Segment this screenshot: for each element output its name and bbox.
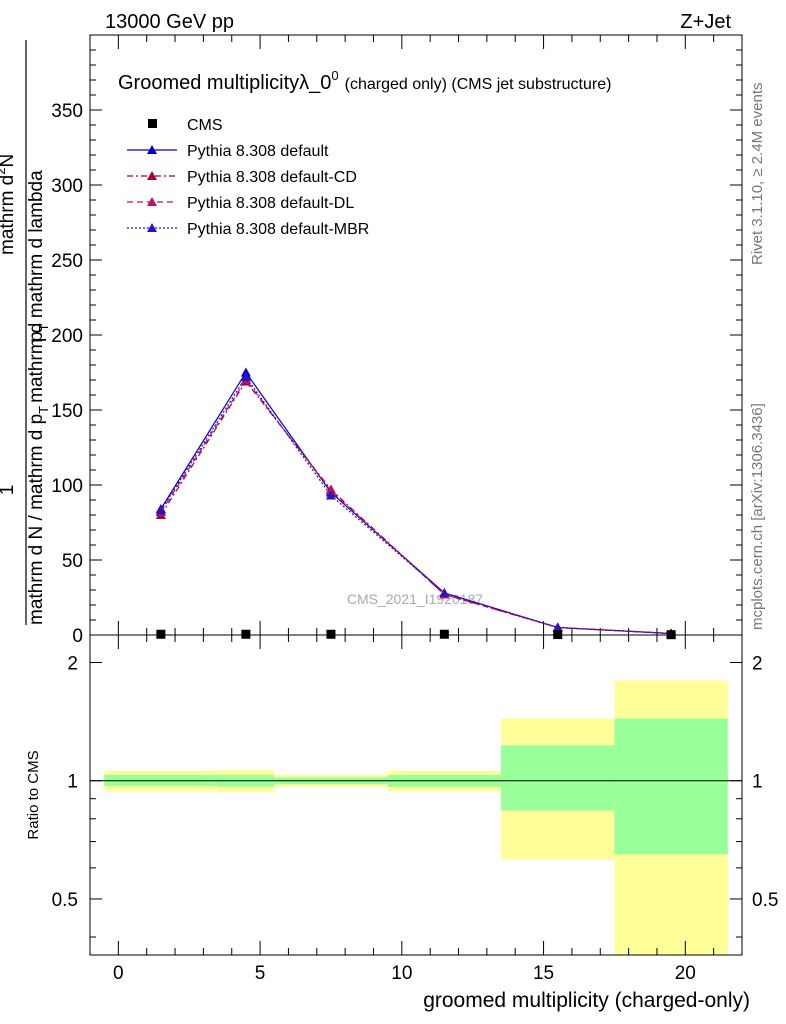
series-point-3 <box>439 588 450 597</box>
ratio-tick-label-left: 2 <box>67 654 78 675</box>
ratio-uncertainty-bands <box>104 680 728 955</box>
y-tick-label: 200 <box>51 326 83 347</box>
y-tick-label: 150 <box>51 401 83 422</box>
legend-marker-2 <box>147 197 157 206</box>
y-tick-label: 300 <box>51 176 83 197</box>
process-label: Z+Jet <box>680 11 731 33</box>
ratio-inner-band-4 <box>501 745 615 811</box>
ratio-tick-label-left: 1 <box>67 772 78 793</box>
y-label-num: 1 <box>0 485 18 496</box>
ratio-tick-label-right: 2 <box>752 654 763 675</box>
series-lines <box>155 367 677 638</box>
ratio-tick-label-right: 1 <box>752 772 763 793</box>
legend-label-0: Pythia 8.308 default <box>187 143 329 160</box>
y-tick-label: 50 <box>62 551 83 572</box>
mcplots-label: mcplots.cern.ch [arXiv:1306.3436] <box>749 403 766 630</box>
y-tick-label: 0 <box>72 626 83 647</box>
series-line-2 <box>160 378 672 635</box>
plot-title: Groomed multiplicityλ_00 (charged only) (… <box>118 68 611 94</box>
rivet-label: Rivet 3.1.10, ≥ 2.4M events <box>749 83 766 266</box>
x-tick-label: 0 <box>113 963 124 984</box>
ratio-panel: 0.5 0.5 1 1 2 2 0 5 10 15 20 Ratio to CMS groomed… <box>25 634 778 1012</box>
title-sup: 0 <box>331 68 338 83</box>
svg-text:Groomed multiplicityλ_00(charg: Groomed multiplicityλ_00 (charged only) (… <box>118 68 611 94</box>
y-label-upper: pT mathrm d lambda <box>26 170 51 342</box>
y-tick-label: 250 <box>51 251 83 272</box>
cms-point <box>439 629 449 639</box>
legend-marker-1 <box>147 171 157 180</box>
x-tick-label: 5 <box>255 963 266 984</box>
cms-point <box>156 629 166 639</box>
legend-label-3: Pythia 8.308 default-MBR <box>187 221 369 238</box>
y-tick-label: 100 <box>51 476 83 497</box>
main-y-ticks: 0 50 100 150 200 250 300 350 <box>51 34 742 647</box>
ratio-x-ticks: 0 5 10 15 20 <box>89 635 715 984</box>
y-tick-label: 350 <box>51 101 83 122</box>
main-y-axis-label-top: mathrm d2N <box>0 154 18 255</box>
series-point-3 <box>155 505 166 515</box>
ratio-y-label: Ratio to CMS <box>25 750 42 839</box>
x-tick-label: 15 <box>533 963 554 984</box>
ratio-inner-band-5 <box>614 718 728 855</box>
cms-point <box>241 629 251 639</box>
series-point-3 <box>240 372 251 381</box>
main-y-axis-label: 1 mathrm d N / mathrm d pTmathrm d pT ma… <box>0 40 51 625</box>
series-point-3 <box>325 490 336 500</box>
ratio-tick-label-left: 0.5 <box>52 890 78 911</box>
legend-label-2: Pythia 8.308 default-DL <box>187 195 354 212</box>
legend: CMS Pythia 8.308 default Pythia 8.308 def… <box>127 117 369 238</box>
title-main: Groomed multiplicityλ_0 <box>118 72 331 94</box>
title-suffix: (charged only) (CMS jet substructure) <box>345 76 612 93</box>
x-tick-label: 10 <box>391 963 412 984</box>
main-x-ticks <box>89 35 715 635</box>
legend-marker-cms <box>148 119 157 128</box>
energy-label: 13000 GeV pp <box>105 11 234 33</box>
y-label-den: mathrm d N / mathrm d pTmathrm d <box>26 323 51 625</box>
x-axis-label: groomed multiplicity (charged-only) <box>423 989 750 1012</box>
legend-label-1: Pythia 8.308 default-CD <box>187 169 357 186</box>
ratio-plot-frame <box>89 634 743 956</box>
legend-marker-0 <box>147 145 157 154</box>
x-tick-label: 20 <box>675 963 696 984</box>
series-point-3 <box>552 622 563 632</box>
cms-point <box>326 629 336 639</box>
cms-data-points <box>156 629 676 640</box>
ratio-y-ticks: 0.5 0.5 1 1 2 2 <box>52 654 778 938</box>
legend-label-cms: CMS <box>187 117 223 134</box>
legend-marker-3 <box>147 223 157 232</box>
ratio-tick-label-right: 0.5 <box>752 890 778 911</box>
